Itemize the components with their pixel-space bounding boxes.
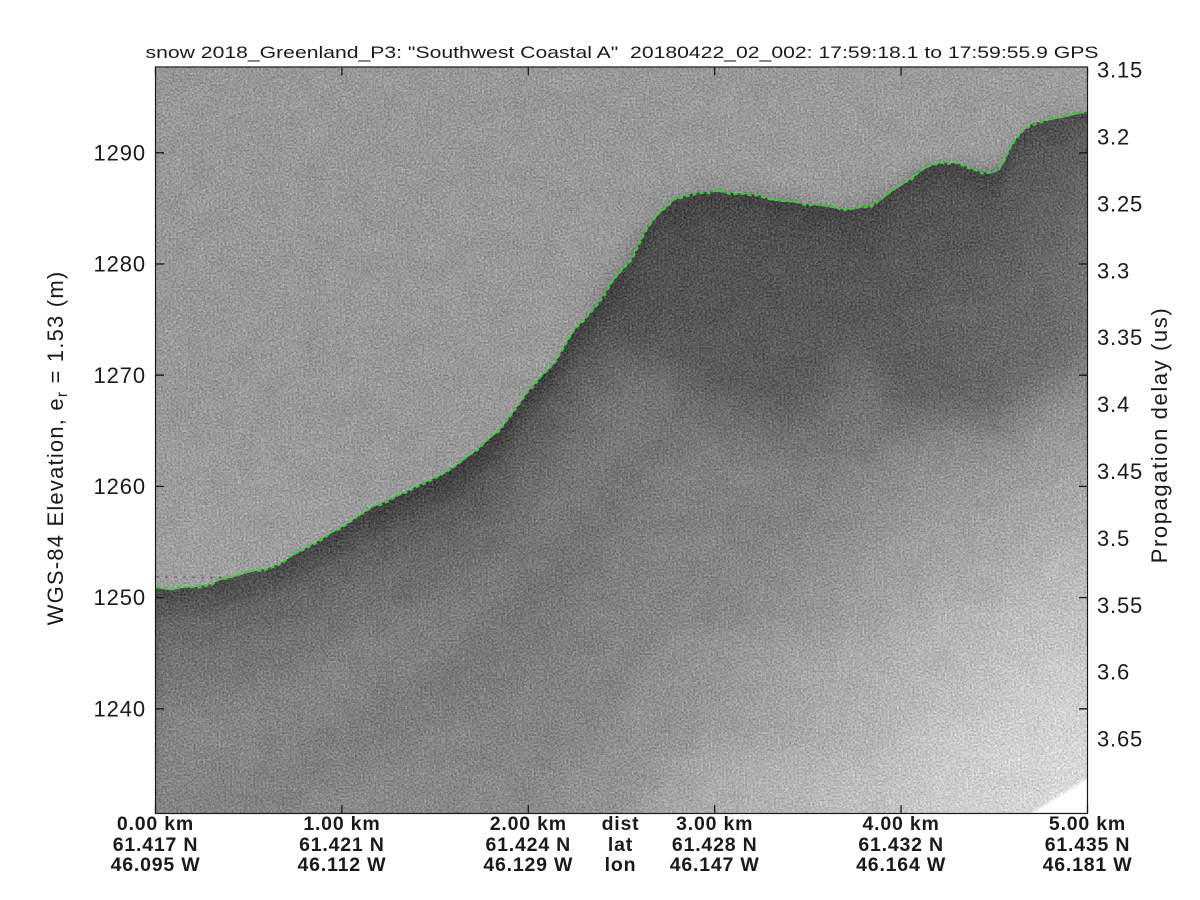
svg-text:1280: 1280 — [93, 252, 146, 277]
svg-text:46.164 W: 46.164 W — [856, 854, 946, 876]
svg-text:61.435 N: 61.435 N — [1045, 834, 1131, 856]
svg-text:1270: 1270 — [93, 363, 146, 388]
svg-text:3.2: 3.2 — [1097, 125, 1130, 150]
svg-text:1260: 1260 — [93, 474, 146, 499]
svg-text:61.432 N: 61.432 N — [858, 834, 944, 856]
svg-text:46.095 W: 46.095 W — [111, 854, 201, 876]
svg-text:3.55: 3.55 — [1097, 593, 1143, 618]
svg-text:46.147 W: 46.147 W — [670, 854, 760, 876]
svg-text:46.112 W: 46.112 W — [298, 854, 387, 876]
svg-text:1250: 1250 — [93, 585, 146, 610]
svg-text:46.181 W: 46.181 W — [1043, 854, 1133, 876]
svg-text:1.00 km: 1.00 km — [303, 813, 380, 835]
svg-text:lon: lon — [605, 854, 637, 876]
svg-text:61.424 N: 61.424 N — [486, 834, 572, 856]
svg-text:1290: 1290 — [93, 140, 146, 165]
svg-text:61.421 N: 61.421 N — [299, 834, 385, 856]
svg-text:3.3: 3.3 — [1097, 258, 1130, 283]
svg-text:61.417 N: 61.417 N — [113, 834, 199, 856]
svg-text:WGS-84 Elevation, er = 1.53 (m: WGS-84 Elevation, er = 1.53 (m) — [43, 271, 71, 626]
svg-text:1240: 1240 — [93, 696, 146, 721]
svg-text:3.35: 3.35 — [1097, 325, 1143, 350]
svg-text:Propagation delay (us): Propagation delay (us) — [1147, 307, 1172, 564]
svg-text:dist: dist — [602, 813, 640, 835]
svg-text:5.00 km: 5.00 km — [1049, 813, 1126, 835]
svg-text:4.00 km: 4.00 km — [863, 813, 940, 835]
svg-text:3.25: 3.25 — [1097, 191, 1143, 216]
svg-text:2.00 km: 2.00 km — [490, 813, 567, 835]
svg-text:3.00 km: 3.00 km — [676, 813, 753, 835]
svg-text:3.65: 3.65 — [1097, 727, 1143, 752]
svg-text:0.00 km: 0.00 km — [117, 813, 194, 835]
svg-text:snow 2018_Greenland_P3: "South: snow 2018_Greenland_P3: "Southwest Coast… — [146, 44, 1099, 62]
svg-text:3.5: 3.5 — [1097, 526, 1130, 551]
svg-text:46.129 W: 46.129 W — [483, 854, 573, 876]
svg-text:3.45: 3.45 — [1097, 459, 1143, 484]
svg-text:3.4: 3.4 — [1097, 392, 1130, 417]
svg-text:3.15: 3.15 — [1097, 58, 1143, 83]
svg-text:3.6: 3.6 — [1097, 660, 1130, 685]
svg-text:lat: lat — [608, 834, 633, 856]
svg-text:61.428 N: 61.428 N — [672, 834, 758, 856]
